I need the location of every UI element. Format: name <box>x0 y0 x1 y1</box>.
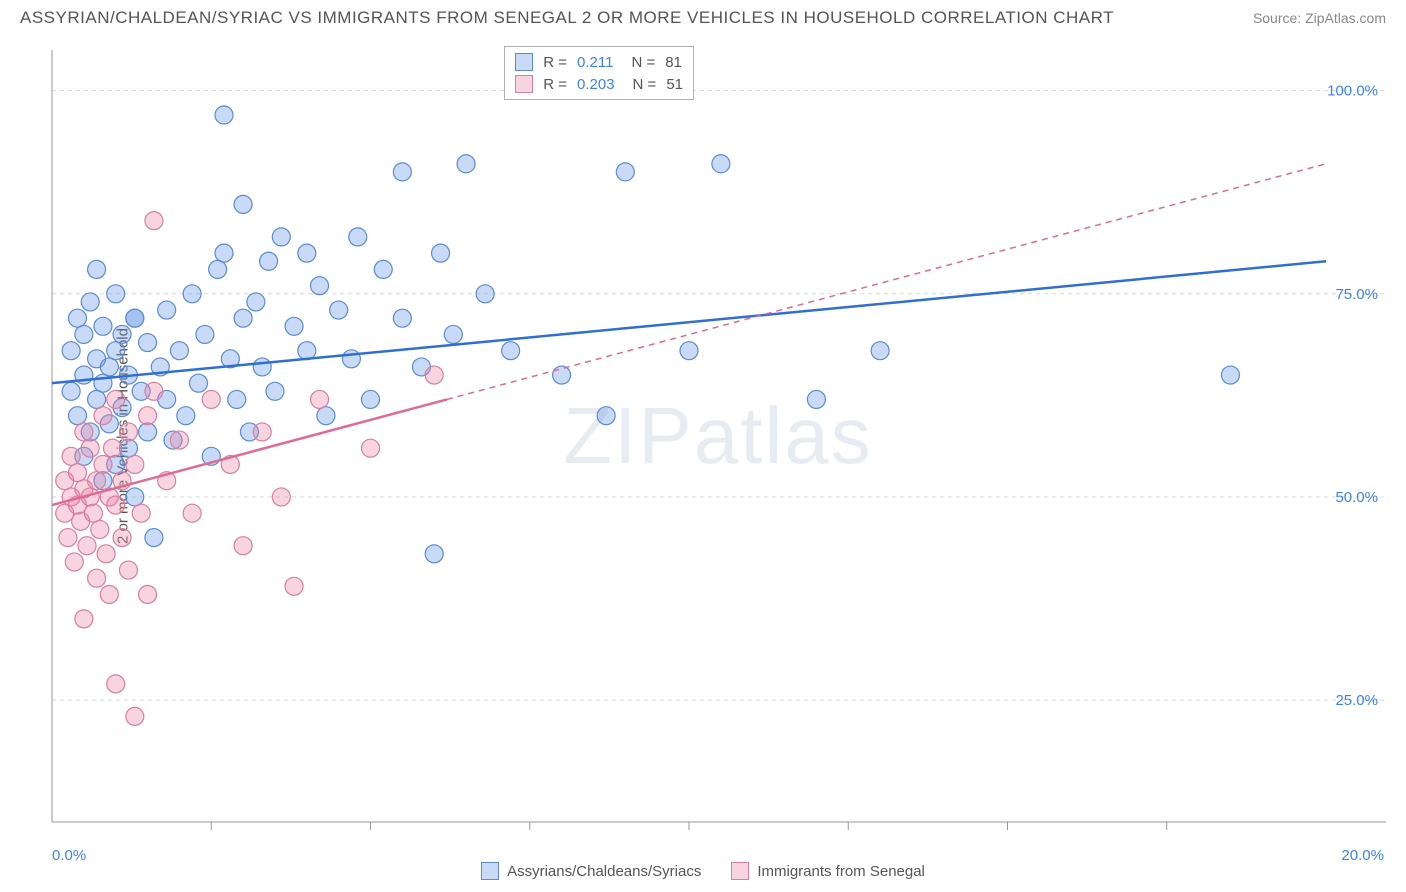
legend-swatch-a <box>481 862 499 880</box>
legend-swatch <box>515 53 533 71</box>
legend-swatch <box>515 75 533 93</box>
legend-label-b: Immigrants from Senegal <box>757 863 925 880</box>
svg-text:100.0%: 100.0% <box>1327 83 1378 100</box>
chart-container: 2 or more Vehicles in Household 25.0%50.… <box>50 40 1386 832</box>
correlation-legend: R = 0.211 N = 81 R = 0.203 N = 51 <box>504 46 694 100</box>
legend-item-series-a: Assyrians/Chaldeans/Syriacs <box>481 862 701 880</box>
chart-header: ASSYRIAN/CHALDEAN/SYRIAC VS IMMIGRANTS F… <box>0 0 1406 32</box>
svg-text:25.0%: 25.0% <box>1335 692 1378 709</box>
source-attribution: Source: ZipAtlas.com <box>1253 10 1386 26</box>
correlation-legend-row: R = 0.211 N = 81 <box>515 51 683 73</box>
n-value: 51 <box>666 76 683 93</box>
r-label: R = <box>543 76 567 93</box>
chart-title: ASSYRIAN/CHALDEAN/SYRIAC VS IMMIGRANTS F… <box>20 8 1114 28</box>
svg-text:75.0%: 75.0% <box>1335 286 1378 303</box>
svg-text:50.0%: 50.0% <box>1335 489 1378 506</box>
legend-item-series-b: Immigrants from Senegal <box>731 862 925 880</box>
scatter-plot: 25.0% 50.0% 75.0% 100.0% <box>50 40 1386 832</box>
n-label: N = <box>631 54 655 71</box>
n-value: 81 <box>665 54 682 71</box>
legend-swatch-b <box>731 862 749 880</box>
correlation-legend-row: R = 0.203 N = 51 <box>515 73 683 95</box>
n-label: N = <box>633 76 657 93</box>
r-value: 0.203 <box>577 76 615 93</box>
series-legend: Assyrians/Chaldeans/Syriacs Immigrants f… <box>0 862 1406 880</box>
r-label: R = <box>543 54 567 71</box>
legend-label-a: Assyrians/Chaldeans/Syriacs <box>507 863 701 880</box>
r-value: 0.211 <box>577 54 613 71</box>
